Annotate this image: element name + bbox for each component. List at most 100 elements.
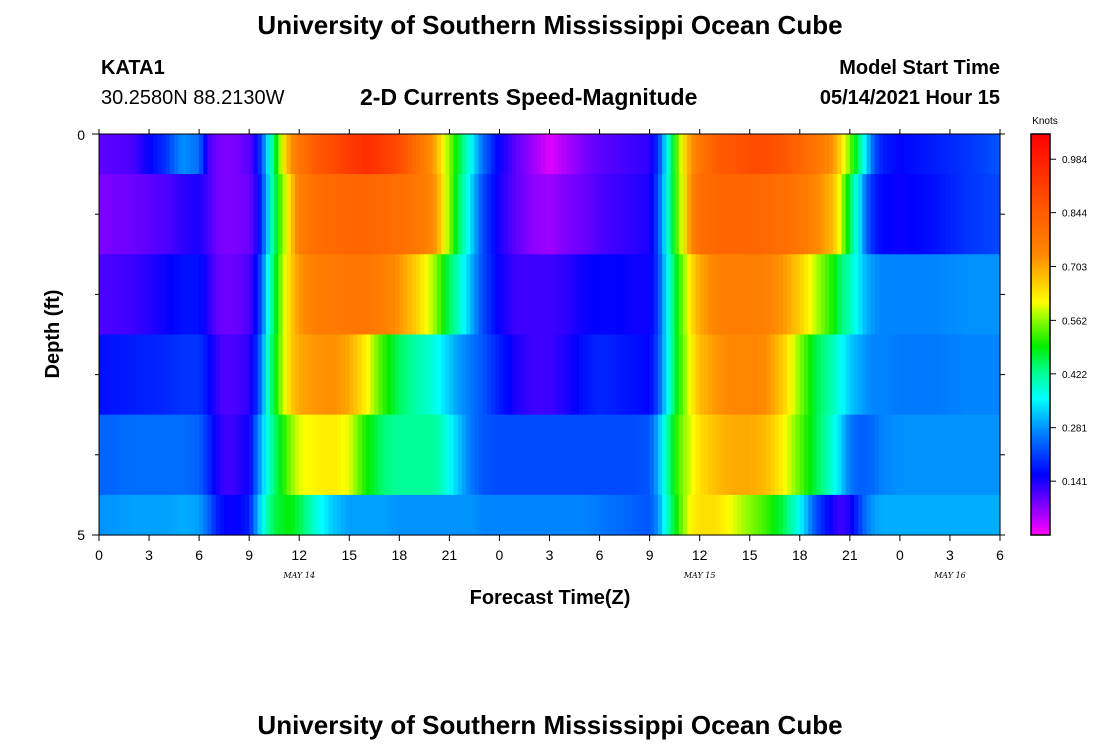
heatmap-cell [774, 174, 780, 255]
heatmap-cell [541, 134, 546, 175]
heatmap-cell [816, 134, 822, 175]
heatmap-cell [778, 134, 784, 175]
heatmap-cell [845, 254, 851, 336]
heatmap-cell [432, 134, 438, 175]
heatmap-cell [966, 414, 972, 496]
heatmap-cell [174, 254, 179, 336]
heatmap-cell [270, 134, 275, 175]
heatmap-cell [570, 494, 576, 536]
heatmap-cell [991, 134, 997, 175]
heatmap-cell [774, 134, 780, 175]
heatmap-cell [136, 134, 142, 175]
heatmap-cell [324, 334, 330, 416]
heatmap-cell [224, 414, 229, 496]
heatmap-cell [199, 254, 204, 336]
heatmap-cell [245, 134, 250, 175]
heatmap-cell [762, 134, 768, 175]
heatmap-cell [178, 334, 184, 416]
heatmap-cell [349, 174, 355, 255]
heatmap-cell [674, 494, 680, 536]
heatmap-cell [632, 254, 638, 336]
heatmap-cell [762, 494, 768, 536]
heatmap-cell [612, 494, 617, 536]
heatmap-cell [395, 174, 400, 255]
heatmap-cell [820, 174, 826, 255]
heatmap-cell [678, 174, 684, 255]
heatmap-cell [99, 414, 104, 496]
heatmap-cell [637, 254, 642, 336]
heatmap-cell [328, 174, 334, 255]
heatmap-cell [503, 414, 509, 496]
heatmap-cell [424, 254, 430, 336]
heatmap-cell [128, 494, 133, 536]
heatmap-cell [328, 134, 334, 175]
heatmap-cell [828, 254, 834, 336]
heatmap-cell [541, 414, 546, 496]
heatmap-cell [653, 494, 659, 536]
heatmap-cell [453, 494, 459, 536]
heatmap-cell [428, 414, 434, 496]
heatmap-cell [833, 174, 838, 255]
heatmap-cell [403, 414, 409, 496]
heatmap-cell [949, 414, 955, 496]
heatmap-cell [849, 174, 855, 255]
x-tick-label: 0 [496, 547, 504, 563]
heatmap-cell [582, 494, 588, 536]
heatmap-cell [390, 134, 396, 175]
heatmap-cell [491, 254, 496, 336]
heatmap-cell [695, 174, 701, 255]
heatmap-cell [937, 174, 943, 255]
heatmap-cell [161, 414, 167, 496]
heatmap-cell [962, 494, 968, 536]
heatmap-cell [837, 254, 843, 336]
heatmap-cell [587, 254, 592, 336]
heatmap-cell [653, 134, 659, 175]
heatmap-cell [370, 414, 375, 496]
heatmap-cell [399, 494, 405, 536]
heatmap-cell [194, 174, 200, 255]
heatmap-cell [958, 334, 964, 416]
heatmap-cell [307, 414, 313, 496]
heatmap-cell [428, 494, 434, 536]
heatmap-cell [99, 494, 104, 536]
heatmap-cell [240, 334, 246, 416]
heatmap-cell [724, 414, 730, 496]
heatmap-cell [845, 334, 851, 416]
heatmap-cell [474, 254, 480, 336]
heatmap-cell [370, 334, 375, 416]
heatmap-cell [833, 494, 838, 536]
heatmap-cell [749, 134, 755, 175]
heatmap-cell [591, 134, 596, 175]
heatmap-cell [111, 254, 117, 336]
heatmap-cell [620, 334, 626, 416]
heatmap-cell [144, 334, 150, 416]
heatmap-cell [632, 134, 638, 175]
heatmap-cell [115, 254, 121, 336]
heatmap-cell [474, 174, 480, 255]
heatmap-cell [787, 174, 793, 255]
heatmap-cell [879, 174, 884, 255]
heatmap-cell [703, 254, 709, 336]
heatmap-cell [649, 254, 655, 336]
heatmap-cell [507, 414, 513, 496]
heatmap-cell [466, 414, 471, 496]
heatmap-cell [862, 494, 868, 536]
heatmap-cell [995, 174, 1001, 255]
heatmap-cell [424, 134, 430, 175]
heatmap-cell [253, 494, 259, 536]
heatmap-cell [799, 494, 805, 536]
heatmap-cell [436, 494, 442, 536]
heatmap-cell [758, 494, 763, 536]
heatmap-cell [895, 494, 901, 536]
heatmap-cell [607, 414, 613, 496]
heatmap-cell [211, 494, 217, 536]
heatmap-cell [432, 414, 438, 496]
heatmap-cell [578, 494, 584, 536]
heatmap-cell [699, 494, 705, 536]
heatmap-cell [587, 494, 592, 536]
heatmap-cell [549, 134, 555, 175]
heatmap-cell [916, 134, 922, 175]
heatmap-cell [887, 174, 893, 255]
heatmap-cell [274, 174, 279, 255]
heatmap-cell [724, 134, 730, 175]
